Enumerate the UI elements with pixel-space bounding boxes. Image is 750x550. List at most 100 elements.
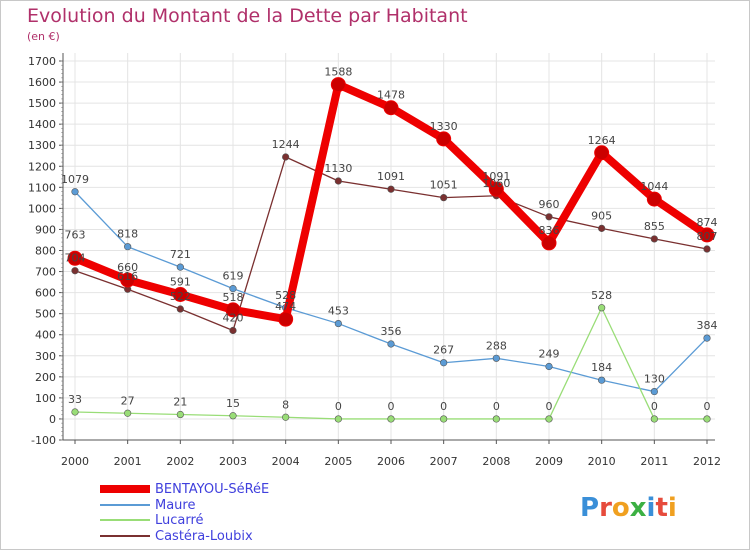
point-2 bbox=[124, 409, 132, 417]
axes: -100010020030040050060070080090010001100… bbox=[28, 53, 721, 468]
x-tick-label: 2005 bbox=[324, 455, 352, 468]
point-3 bbox=[440, 194, 448, 202]
x-tick-label: 2006 bbox=[377, 455, 405, 468]
data-label: 356 bbox=[381, 325, 402, 338]
chart-title: Evolution du Montant de la Dette par Hab… bbox=[27, 5, 468, 27]
x-tick-label: 2009 bbox=[535, 455, 563, 468]
proxiti-logo: Proxiti bbox=[580, 493, 677, 523]
y-tick-label: 500 bbox=[35, 308, 56, 321]
data-label: 591 bbox=[170, 276, 191, 289]
series-layer bbox=[67, 77, 715, 423]
data-label: 1079 bbox=[61, 173, 89, 186]
data-label: 704 bbox=[65, 252, 86, 265]
x-tick-label: 2004 bbox=[272, 455, 300, 468]
y-tick-label: 1200 bbox=[28, 160, 56, 173]
data-label: 384 bbox=[697, 319, 718, 332]
data-label: 0 bbox=[651, 400, 658, 413]
point-3 bbox=[545, 213, 553, 221]
data-label: 130 bbox=[644, 373, 665, 386]
data-label: 184 bbox=[591, 361, 612, 374]
legend-label-2: Lucarré bbox=[155, 513, 204, 528]
point-2 bbox=[492, 415, 500, 423]
data-label: 721 bbox=[170, 248, 191, 261]
x-tick-label: 2001 bbox=[114, 455, 142, 468]
x-tick-label: 2012 bbox=[693, 455, 721, 468]
point-1 bbox=[334, 319, 342, 328]
point-2 bbox=[650, 415, 658, 423]
point-1 bbox=[71, 188, 79, 196]
data-label: 1478 bbox=[377, 89, 405, 102]
point-3 bbox=[703, 245, 711, 253]
point-0 bbox=[594, 145, 610, 161]
x-tick-label: 2010 bbox=[588, 455, 616, 468]
point-2 bbox=[545, 415, 553, 423]
data-label: 660 bbox=[117, 261, 138, 274]
point-2 bbox=[176, 410, 184, 419]
point-2 bbox=[334, 415, 342, 423]
data-label: 518 bbox=[223, 291, 244, 304]
point-1 bbox=[703, 334, 711, 342]
data-label: 1091 bbox=[482, 170, 510, 183]
data-label: 763 bbox=[65, 228, 86, 241]
data-label: 33 bbox=[68, 393, 82, 406]
y-tick-label: 1400 bbox=[28, 118, 56, 131]
y-tick-label: 1500 bbox=[28, 97, 56, 110]
point-2 bbox=[71, 408, 79, 416]
point-0 bbox=[172, 287, 188, 303]
point-3 bbox=[334, 177, 342, 185]
point-1 bbox=[176, 263, 184, 271]
data-label: 807 bbox=[697, 230, 718, 243]
svg-text:Proxiti: Proxiti bbox=[580, 493, 677, 523]
data-label: 1588 bbox=[324, 66, 352, 79]
data-label: 8 bbox=[282, 398, 289, 411]
point-0 bbox=[120, 272, 136, 288]
point-0 bbox=[541, 235, 557, 251]
point-0 bbox=[278, 311, 294, 327]
data-label: 0 bbox=[440, 400, 447, 413]
point-1 bbox=[492, 354, 500, 362]
legend-label-0: BENTAYOU-SéRéE bbox=[155, 482, 269, 497]
grid bbox=[63, 53, 715, 441]
data-label: 0 bbox=[704, 400, 711, 413]
x-tick-label: 2011 bbox=[640, 455, 668, 468]
data-labels: 763 660 591 518 474 1588 1478 1330 1091 836 1264 10… bbox=[61, 66, 718, 413]
legend-label-3: Castéra-Loubix bbox=[155, 529, 253, 544]
point-3 bbox=[387, 185, 395, 193]
data-label: 522 bbox=[170, 290, 191, 303]
data-label: 619 bbox=[223, 270, 244, 283]
data-label: 249 bbox=[539, 348, 560, 361]
y-tick-label: 1300 bbox=[28, 139, 56, 152]
y-tick-label: -100 bbox=[31, 434, 56, 447]
data-label: 0 bbox=[388, 400, 395, 413]
point-0 bbox=[488, 181, 504, 197]
data-label: 836 bbox=[539, 224, 560, 237]
x-tick-label: 2003 bbox=[219, 455, 247, 468]
data-label: 1044 bbox=[640, 180, 668, 193]
data-label: 1091 bbox=[377, 170, 405, 183]
point-0 bbox=[436, 131, 452, 147]
point-2 bbox=[440, 415, 448, 423]
data-label: 0 bbox=[335, 400, 342, 413]
point-1 bbox=[545, 362, 553, 371]
data-label: 960 bbox=[539, 198, 560, 211]
data-label: 528 bbox=[591, 289, 612, 302]
data-label: 21 bbox=[173, 396, 187, 409]
data-label: 1130 bbox=[324, 162, 352, 175]
x-tick-label: 2008 bbox=[482, 455, 510, 468]
x-tick-label: 2007 bbox=[430, 455, 458, 468]
y-tick-label: 1600 bbox=[28, 76, 56, 89]
point-2 bbox=[229, 412, 237, 420]
data-label: 0 bbox=[546, 400, 553, 413]
point-1 bbox=[598, 376, 606, 384]
point-3 bbox=[598, 224, 606, 232]
y-tick-label: 800 bbox=[35, 245, 56, 258]
point-3 bbox=[282, 153, 290, 161]
data-label: 0 bbox=[493, 400, 500, 413]
x-tick-label: 2000 bbox=[61, 455, 89, 468]
point-1 bbox=[440, 359, 448, 367]
point-0 bbox=[67, 250, 83, 266]
y-tick-label: 600 bbox=[35, 287, 56, 300]
data-label: 528 bbox=[275, 289, 296, 302]
data-label: 855 bbox=[644, 220, 665, 233]
data-label: 905 bbox=[591, 209, 612, 222]
